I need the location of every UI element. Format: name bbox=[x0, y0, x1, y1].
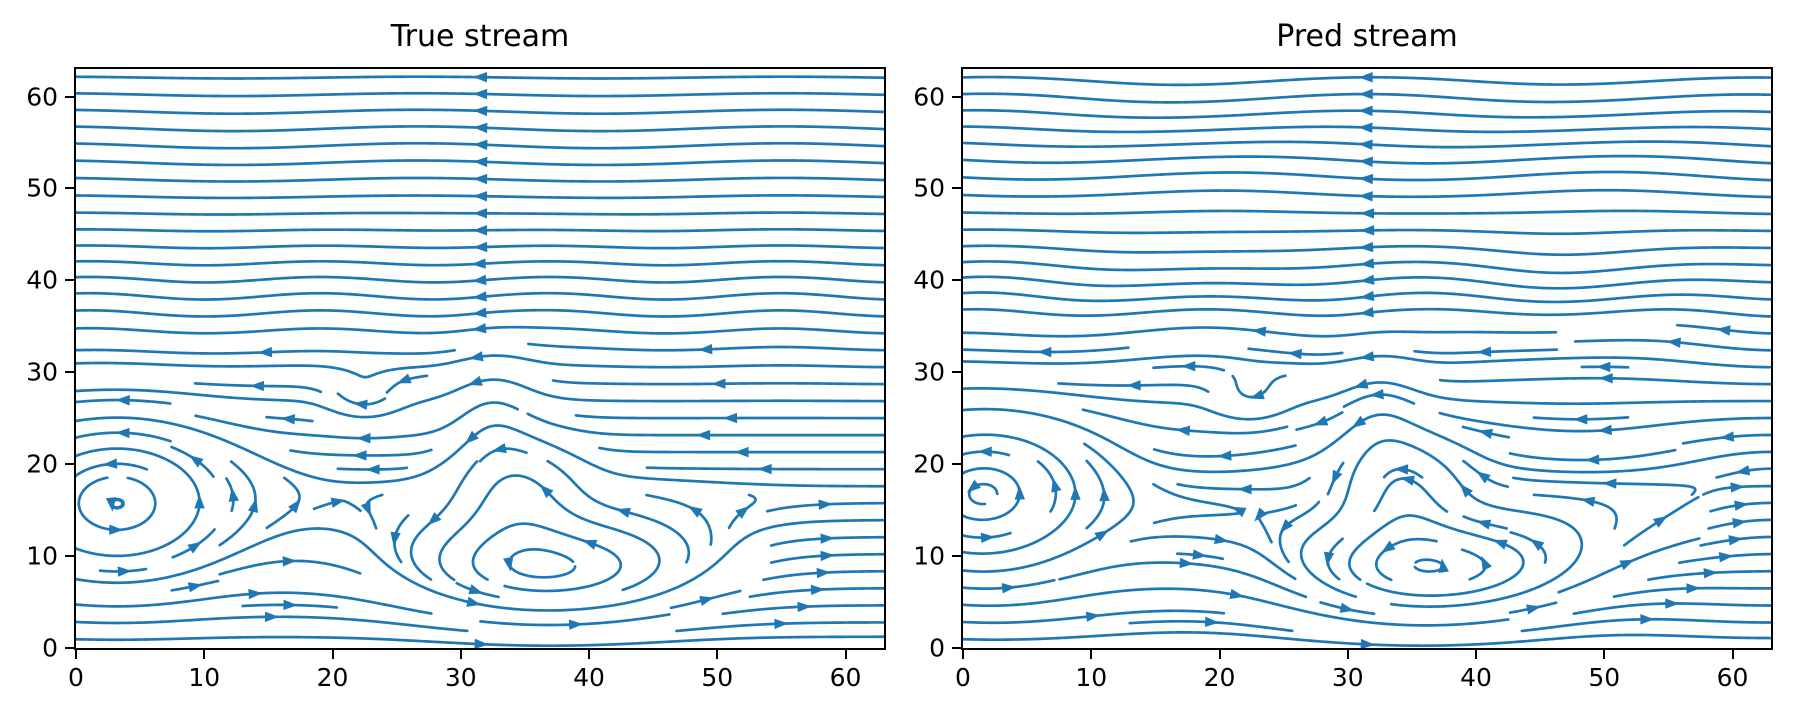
x-axis-tick bbox=[75, 650, 77, 659]
y-tick-label: 50 bbox=[913, 173, 945, 203]
y-axis-tick bbox=[952, 279, 961, 282]
x-axis-tick bbox=[716, 650, 719, 659]
y-axis-tick bbox=[65, 95, 74, 98]
y-tick-label: 50 bbox=[26, 173, 58, 203]
x-axis-tick bbox=[1603, 650, 1606, 659]
y-axis-tick bbox=[952, 187, 961, 190]
x-tick-label: 50 bbox=[701, 663, 734, 692]
y-tick-label: 10 bbox=[26, 541, 58, 571]
plot-area-pred bbox=[961, 67, 1773, 650]
y-tick-label: 0 bbox=[929, 633, 945, 663]
x-tick-label: 10 bbox=[188, 663, 221, 692]
x-tick-label: 20 bbox=[316, 663, 349, 692]
y-axis-tick bbox=[952, 647, 961, 649]
y-axis-tick bbox=[65, 187, 74, 190]
y-tick-label: 30 bbox=[913, 357, 945, 387]
x-axis-tick bbox=[331, 650, 334, 659]
plot-area-true bbox=[74, 67, 886, 650]
x-tick-label: 40 bbox=[573, 663, 605, 692]
panel-true-stream: True stream 0 10 20 30 40 50 60 0 10 20 30 40 50 60 bbox=[26, 19, 886, 690]
y-tick-label: 60 bbox=[913, 82, 945, 112]
x-tick-label: 60 bbox=[829, 663, 862, 692]
panel-title-pred: Pred stream bbox=[1276, 19, 1458, 54]
y-axis-tick bbox=[65, 463, 74, 466]
y-axis-tick bbox=[952, 371, 961, 374]
x-tick-label: 60 bbox=[1716, 663, 1749, 692]
x-tick-label: 0 bbox=[955, 663, 971, 692]
y-tick-label: 60 bbox=[26, 82, 58, 112]
y-tick-label: 10 bbox=[913, 541, 945, 571]
y-axis-tick bbox=[952, 95, 961, 98]
x-tick-label: 50 bbox=[1588, 663, 1621, 692]
x-axis-tick bbox=[1090, 650, 1093, 659]
y-tick-label: 0 bbox=[42, 633, 58, 663]
y-tick-label: 40 bbox=[26, 265, 58, 295]
x-axis-tick bbox=[844, 650, 847, 659]
y-tick-label: 30 bbox=[26, 357, 58, 387]
x-tick-label: 20 bbox=[1203, 663, 1236, 692]
y-axis-tick bbox=[65, 371, 74, 374]
x-tick-label: 40 bbox=[1460, 663, 1492, 692]
y-tick-label: 40 bbox=[913, 265, 945, 295]
y-axis-tick bbox=[65, 279, 74, 282]
y-axis-tick bbox=[952, 463, 961, 466]
x-axis-tick bbox=[1218, 650, 1221, 659]
x-axis-tick bbox=[1346, 650, 1349, 659]
true-stream-canvas bbox=[76, 69, 884, 648]
x-tick-label: 0 bbox=[68, 663, 84, 692]
x-axis-tick bbox=[1475, 650, 1478, 659]
pred-stream-canvas bbox=[963, 69, 1771, 648]
x-axis-tick bbox=[203, 650, 206, 659]
y-axis-tick bbox=[65, 647, 74, 649]
x-tick-label: 30 bbox=[444, 663, 477, 692]
panel-pred-stream: Pred stream 0 10 20 30 40 50 60 0 10 20 30 40 50 60 bbox=[913, 19, 1773, 690]
panel-title-true: True stream bbox=[390, 19, 570, 54]
x-tick-label: 10 bbox=[1075, 663, 1108, 692]
x-axis-tick bbox=[588, 650, 591, 659]
x-axis-tick bbox=[459, 650, 462, 659]
y-tick-label: 20 bbox=[26, 449, 58, 479]
y-axis-tick bbox=[952, 555, 961, 558]
x-axis-tick bbox=[1731, 650, 1734, 659]
x-tick-label: 30 bbox=[1331, 663, 1364, 692]
x-axis-tick bbox=[962, 650, 964, 659]
y-axis-tick bbox=[65, 555, 74, 558]
y-tick-label: 20 bbox=[913, 449, 945, 479]
